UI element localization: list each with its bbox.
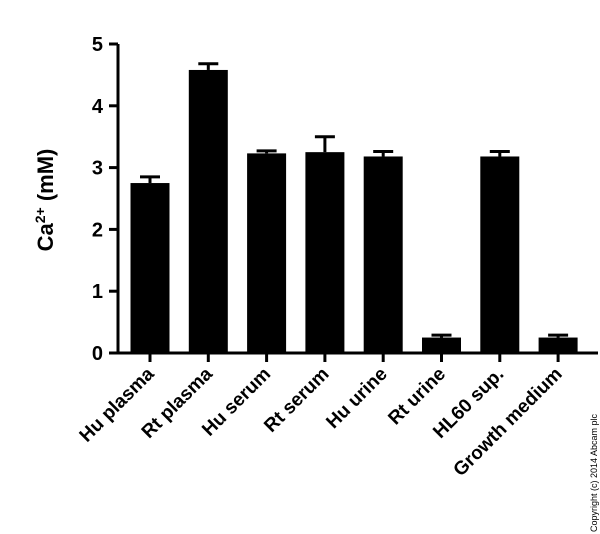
bar [247, 153, 287, 353]
y-ticks-group: 0 1 2 3 4 5 [92, 34, 118, 365]
copyright-text: Copyright (c) 2014 Abcam plc [589, 413, 599, 532]
y-tick-label: 5 [92, 34, 103, 56]
bar [305, 152, 345, 353]
y-axis-label-base: Ca [33, 222, 58, 251]
bar [480, 156, 520, 353]
axes-group [116, 44, 598, 355]
y-tick-label: 4 [92, 96, 104, 118]
x-tick-label: Hu urine [322, 364, 391, 433]
x-tick-label: Growth medium [450, 364, 567, 481]
y-tick-label: 0 [92, 343, 103, 365]
bar [422, 337, 461, 353]
y-axis-label: Ca2+ (mM) [32, 149, 58, 252]
x-tick-label: Rt serum [260, 364, 333, 437]
bars-group [130, 69, 578, 354]
bar [130, 183, 170, 353]
y-axis-label-unit: (mM) [33, 149, 58, 208]
error-bars-group [140, 62, 569, 338]
bar [538, 337, 578, 353]
y-axis-label-sup: 2+ [32, 207, 48, 223]
y-tick-label: 2 [92, 219, 103, 241]
y-tick-label: 3 [92, 158, 103, 180]
bar [188, 69, 228, 354]
bar [363, 156, 403, 353]
y-tick-label: 1 [92, 281, 103, 303]
